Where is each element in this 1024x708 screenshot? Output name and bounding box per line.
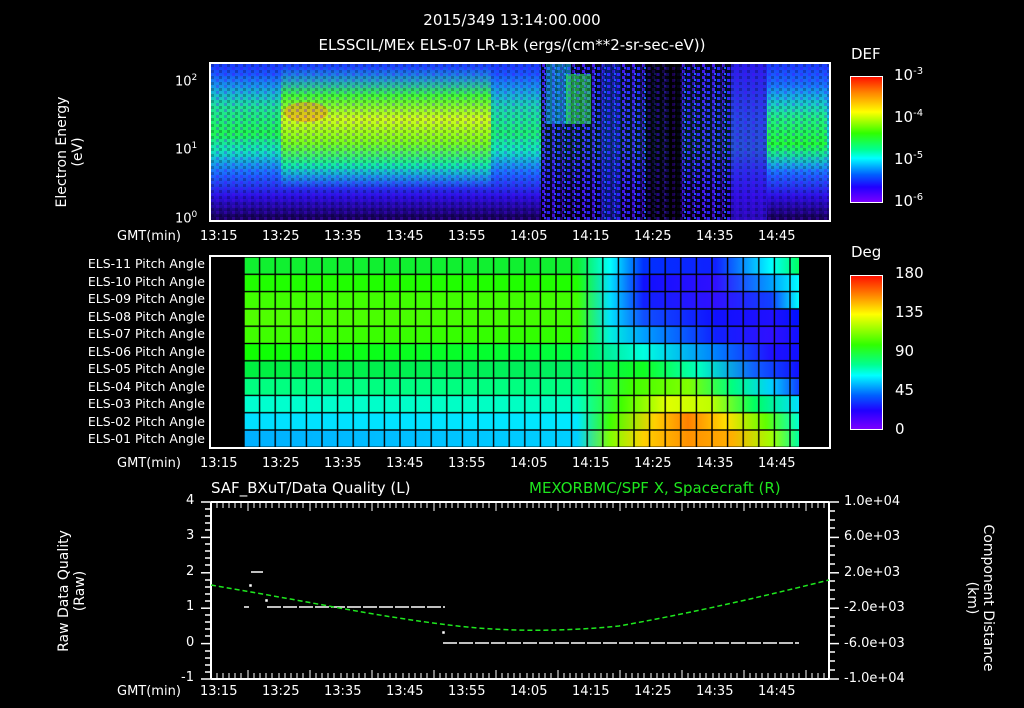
quality-ylabel-text: Raw Data Quality bbox=[56, 530, 72, 652]
pitch-row-label: ELS-04 Pitch Angle bbox=[87, 378, 205, 394]
time-tick: 14:35 bbox=[696, 229, 734, 244]
time-tick: 13:55 bbox=[448, 229, 486, 244]
time-tick: 13:35 bbox=[324, 684, 362, 699]
distance-yunit-text: (km) bbox=[964, 581, 980, 615]
pitch-angle-image bbox=[244, 257, 799, 447]
distance-ytick: -2.0e+03 bbox=[844, 600, 905, 615]
line-panel-left-title: SAF_BXuT/Data Quality (L) bbox=[211, 479, 411, 497]
quality-ylabel: Raw Data Quality (Raw) bbox=[56, 511, 88, 671]
time-tick: 14:25 bbox=[634, 229, 672, 244]
time-tick: 14:05 bbox=[510, 456, 548, 471]
deg-colorbar-tick: 135 bbox=[895, 303, 924, 321]
spectrogram-ytick-1: 100 bbox=[175, 210, 198, 227]
deg-colorbar-tick: 180 bbox=[895, 264, 924, 282]
time-axis-label-2: GMT(min) bbox=[117, 456, 181, 471]
plot-timestamp: 2015/349 13:14:00.000 bbox=[423, 11, 601, 29]
time-tick: 13:45 bbox=[386, 684, 424, 699]
time-tick: 14:05 bbox=[510, 229, 548, 244]
pitch-row-label: ELS-10 Pitch Angle bbox=[87, 273, 205, 289]
time-tick: 13:35 bbox=[324, 229, 362, 244]
quality-yunit-text: (Raw) bbox=[72, 570, 88, 612]
pitch-row-label: ELS-11 Pitch Angle bbox=[87, 256, 205, 271]
deg-colorbar-tick: 0 bbox=[895, 420, 905, 438]
time-axis-label-3: GMT(min) bbox=[117, 684, 181, 699]
deg-colorbar-tick: 45 bbox=[895, 381, 915, 399]
spectrogram-panel[interactable] bbox=[209, 62, 831, 222]
pitch-row-label: ELS-08 Pitch Angle bbox=[87, 308, 205, 324]
time-tick: 14:15 bbox=[572, 456, 610, 471]
def-colorbar-tick-1: 10-3 bbox=[894, 66, 924, 84]
quality-ytick: 2 bbox=[186, 564, 195, 579]
time-tick: 13:25 bbox=[262, 684, 300, 699]
time-tick: 14:25 bbox=[634, 684, 672, 699]
quality-ytick: 0 bbox=[186, 635, 195, 650]
time-axis-1: 13:15 13:25 13:35 13:45 13:55 14:05 14:1… bbox=[200, 229, 820, 245]
spectrogram-yunit-text: (eV) bbox=[70, 137, 86, 167]
time-tick: 13:15 bbox=[200, 229, 238, 244]
def-colorbar bbox=[850, 76, 883, 203]
time-tick: 13:25 bbox=[262, 229, 300, 244]
time-axis-label-1: GMT(min) bbox=[117, 229, 181, 244]
time-tick: 13:35 bbox=[324, 456, 362, 471]
time-tick: 13:45 bbox=[386, 456, 424, 471]
time-tick: 14:15 bbox=[572, 229, 610, 244]
distance-ytick: -1.0e+04 bbox=[844, 671, 905, 686]
distance-ytick: 6.0e+03 bbox=[844, 529, 901, 544]
time-tick: 14:25 bbox=[634, 456, 672, 471]
spectrogram-ytick-10: 101 bbox=[175, 141, 198, 158]
time-tick: 14:35 bbox=[696, 456, 734, 471]
pitch-row-label: ELS-01 Pitch Angle bbox=[87, 431, 205, 446]
pitch-row-label: ELS-03 Pitch Angle bbox=[87, 396, 205, 411]
distance-ylabel: Component Distance (km) bbox=[964, 518, 996, 678]
time-tick: 14:45 bbox=[758, 456, 796, 471]
deg-colorbar-tick: 90 bbox=[895, 342, 915, 360]
deg-colorbar-title: Deg bbox=[851, 243, 882, 261]
line-panel[interactable] bbox=[201, 500, 839, 681]
quality-ytick: 3 bbox=[186, 528, 195, 543]
spectrogram-ytick-100: 102 bbox=[175, 73, 198, 90]
time-tick: 14:35 bbox=[696, 684, 734, 699]
time-tick: 13:45 bbox=[386, 229, 424, 244]
def-colorbar-tick-3: 10-5 bbox=[894, 150, 924, 168]
pitch-angle-panel[interactable] bbox=[209, 255, 831, 449]
pitch-row-label: ELS-02 Pitch Angle bbox=[87, 413, 205, 429]
distance-ytick: 2.0e+03 bbox=[844, 565, 901, 580]
time-tick: 13:55 bbox=[448, 684, 486, 699]
quality-ytick: 4 bbox=[186, 493, 195, 508]
deg-colorbar bbox=[850, 275, 883, 430]
pitch-row-label: ELS-06 Pitch Angle bbox=[87, 343, 205, 359]
line-panel-right-title: MEXORBMC/SPF X, Spacecraft (R) bbox=[529, 479, 781, 497]
spectrogram-ylabel-text: Electron Energy bbox=[54, 96, 70, 208]
def-colorbar-title: DEF bbox=[851, 45, 881, 63]
quality-ytick: 1 bbox=[186, 599, 195, 614]
time-tick: 13:15 bbox=[200, 684, 238, 699]
time-tick: 14:45 bbox=[758, 684, 796, 699]
time-tick: 14:15 bbox=[572, 684, 610, 699]
def-colorbar-tick-4: 10-6 bbox=[894, 192, 924, 210]
distance-ylabel-text: Component Distance bbox=[980, 524, 996, 672]
position-series bbox=[210, 579, 830, 631]
line-plot bbox=[201, 501, 839, 680]
quality-ytick: -1 bbox=[181, 670, 194, 685]
distance-ytick: 1.0e+04 bbox=[844, 494, 901, 509]
pitch-row-label: ELS-05 Pitch Angle bbox=[87, 361, 205, 376]
time-tick: 13:15 bbox=[200, 456, 238, 471]
distance-ytick: -6.0e+03 bbox=[844, 636, 905, 651]
spectrogram-image bbox=[211, 64, 829, 220]
plot-subtitle: ELSSCIL/MEx ELS-07 LR-Bk (ergs/(cm**2-sr… bbox=[318, 36, 706, 54]
def-colorbar-tick-2: 10-4 bbox=[894, 108, 924, 126]
spectrogram-ylabel: Electron Energy (eV) bbox=[54, 72, 86, 232]
time-axis-2: 13:15 13:25 13:35 13:45 13:55 14:05 14:1… bbox=[200, 456, 820, 472]
time-tick: 14:45 bbox=[758, 229, 796, 244]
time-tick: 14:05 bbox=[510, 684, 548, 699]
quality-series bbox=[244, 571, 799, 644]
time-axis-3: 13:15 13:25 13:35 13:45 13:55 14:05 14:1… bbox=[200, 684, 820, 700]
pitch-row-label: ELS-09 Pitch Angle bbox=[87, 291, 205, 306]
time-tick: 13:25 bbox=[262, 456, 300, 471]
pitch-row-label: ELS-07 Pitch Angle bbox=[87, 326, 205, 341]
time-tick: 13:55 bbox=[448, 456, 486, 471]
